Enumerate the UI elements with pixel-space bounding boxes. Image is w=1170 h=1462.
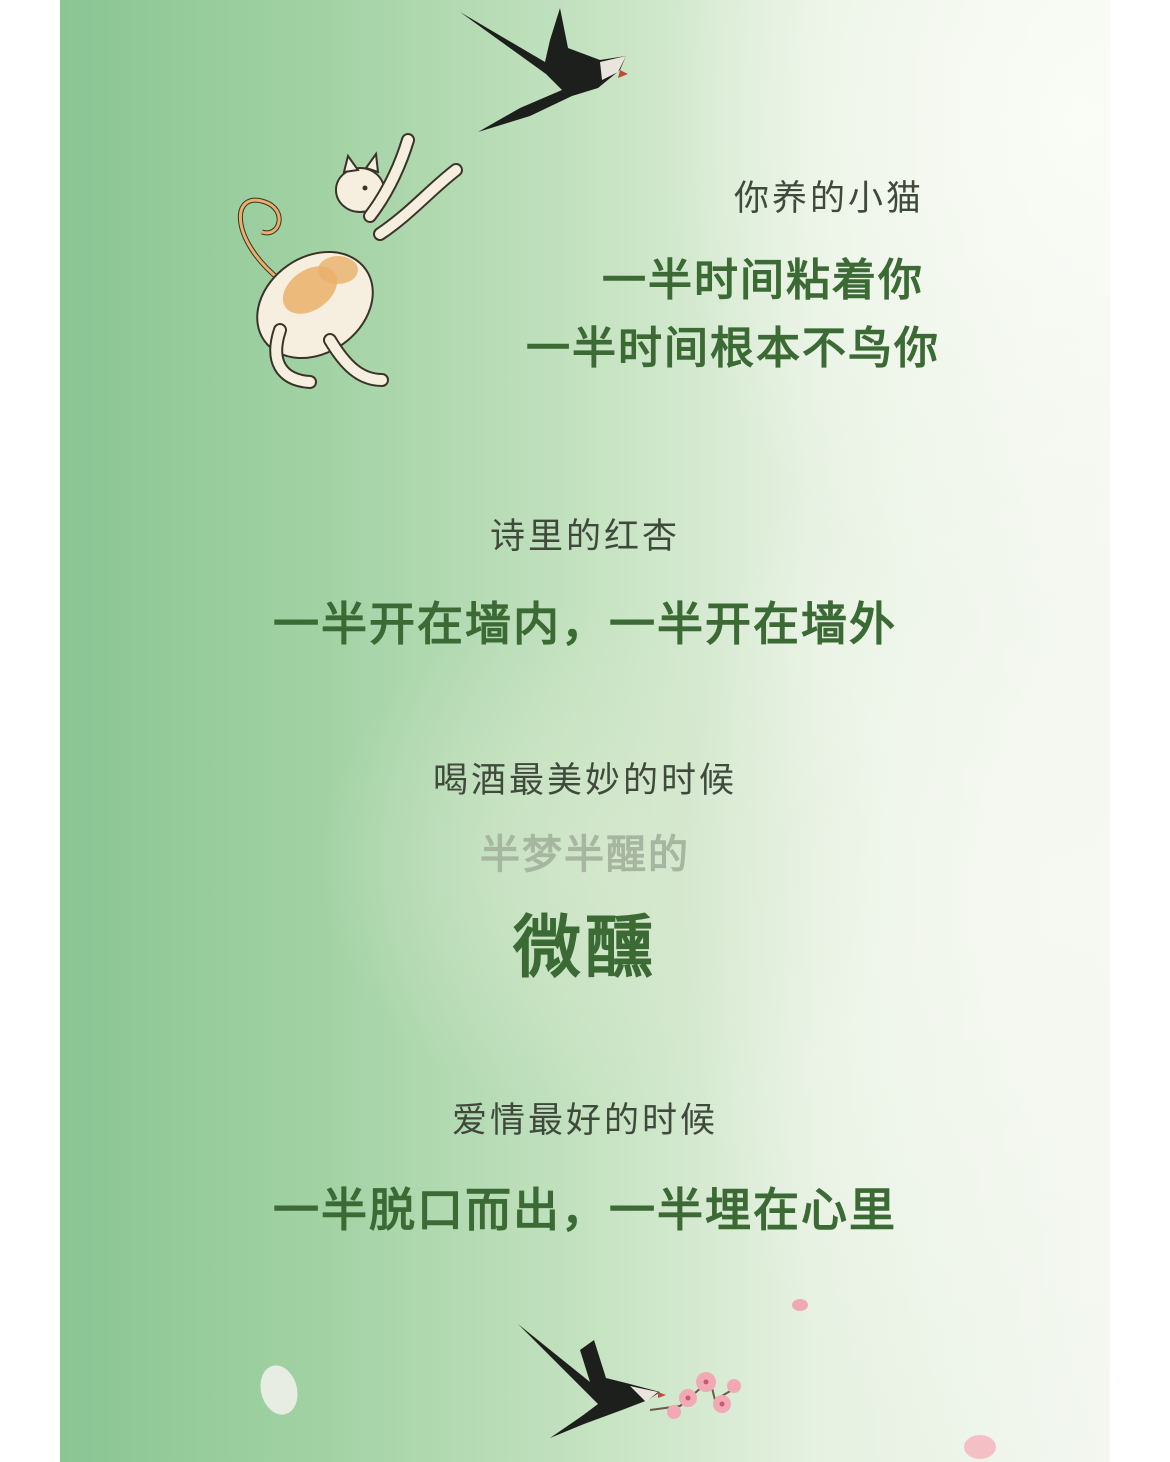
- stanza-2-intro: 诗里的红杏: [489, 517, 680, 557]
- stanza-3-line-1: 半梦半醒的: [480, 831, 690, 878]
- stanza-4-intro: 爱情最好的时候: [451, 1101, 718, 1141]
- stanza-2-line-1: 一半开在墙内，一半开在墙外: [273, 597, 897, 651]
- stanza-1-line-1: 一半时间粘着你: [602, 255, 924, 306]
- petal-illustration: [260, 1365, 298, 1415]
- stanza-1-intro: 你养的小猫: [733, 179, 924, 219]
- stanza-3-line-2: 微醺: [512, 908, 657, 988]
- swallow-illustration-top: [460, 8, 628, 132]
- poster: 你养的小猫 一半时间粘着你 一半时间根本不鸟你 诗里的红杏 一半开在墙内，一半开…: [60, 0, 1110, 1462]
- stanza-4-line-1: 一半脱口而出，一半埋在心里: [273, 1183, 897, 1237]
- stanza-3-intro: 喝酒最美妙的时候: [432, 761, 737, 801]
- petal-illustration: [792, 1299, 808, 1311]
- cat-illustration: [237, 133, 463, 389]
- swallow-with-blossoms-illustration: [518, 1324, 741, 1438]
- petal-illustration: [964, 1435, 996, 1459]
- stanza-1-line-2: 一半时间根本不鸟你: [526, 323, 940, 374]
